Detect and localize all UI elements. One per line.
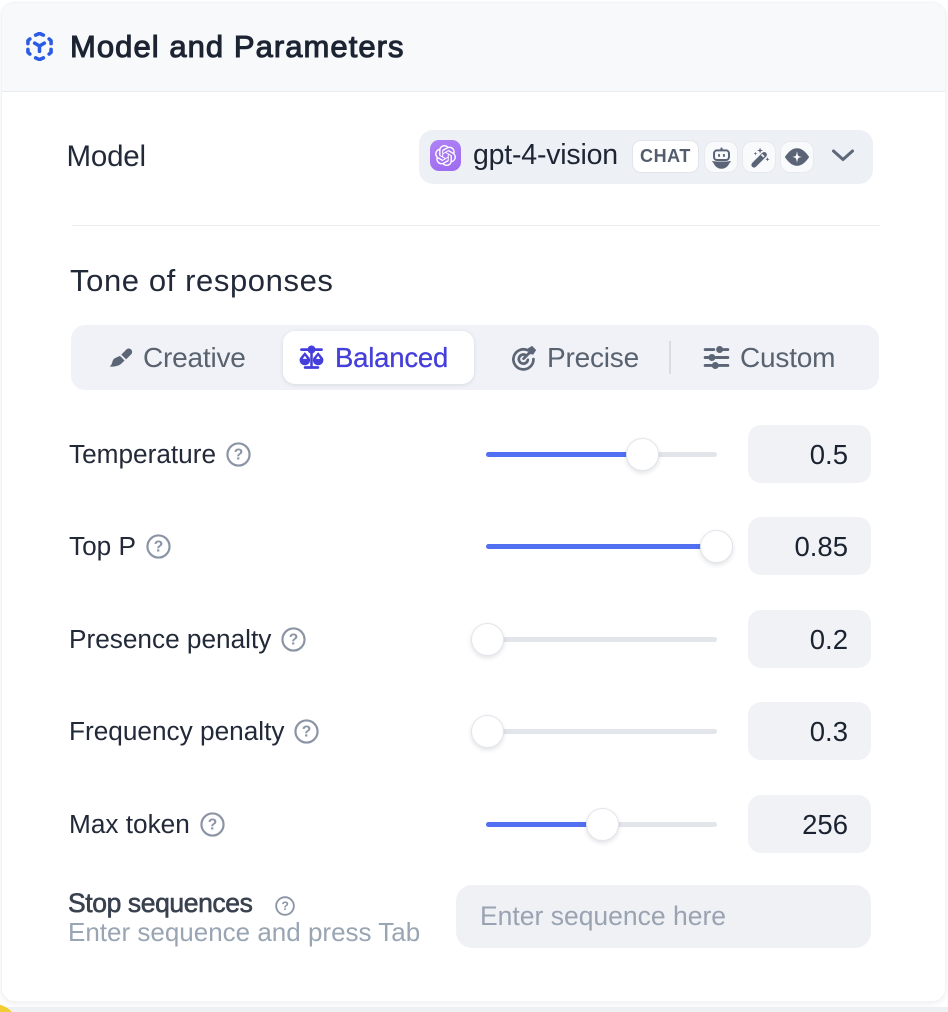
svg-text:?: ? [234, 447, 244, 464]
svg-text:?: ? [154, 539, 164, 556]
svg-text:?: ? [302, 724, 312, 741]
svg-text:?: ? [208, 817, 218, 834]
svg-text:?: ? [282, 899, 289, 913]
svg-text:?: ? [289, 632, 299, 649]
